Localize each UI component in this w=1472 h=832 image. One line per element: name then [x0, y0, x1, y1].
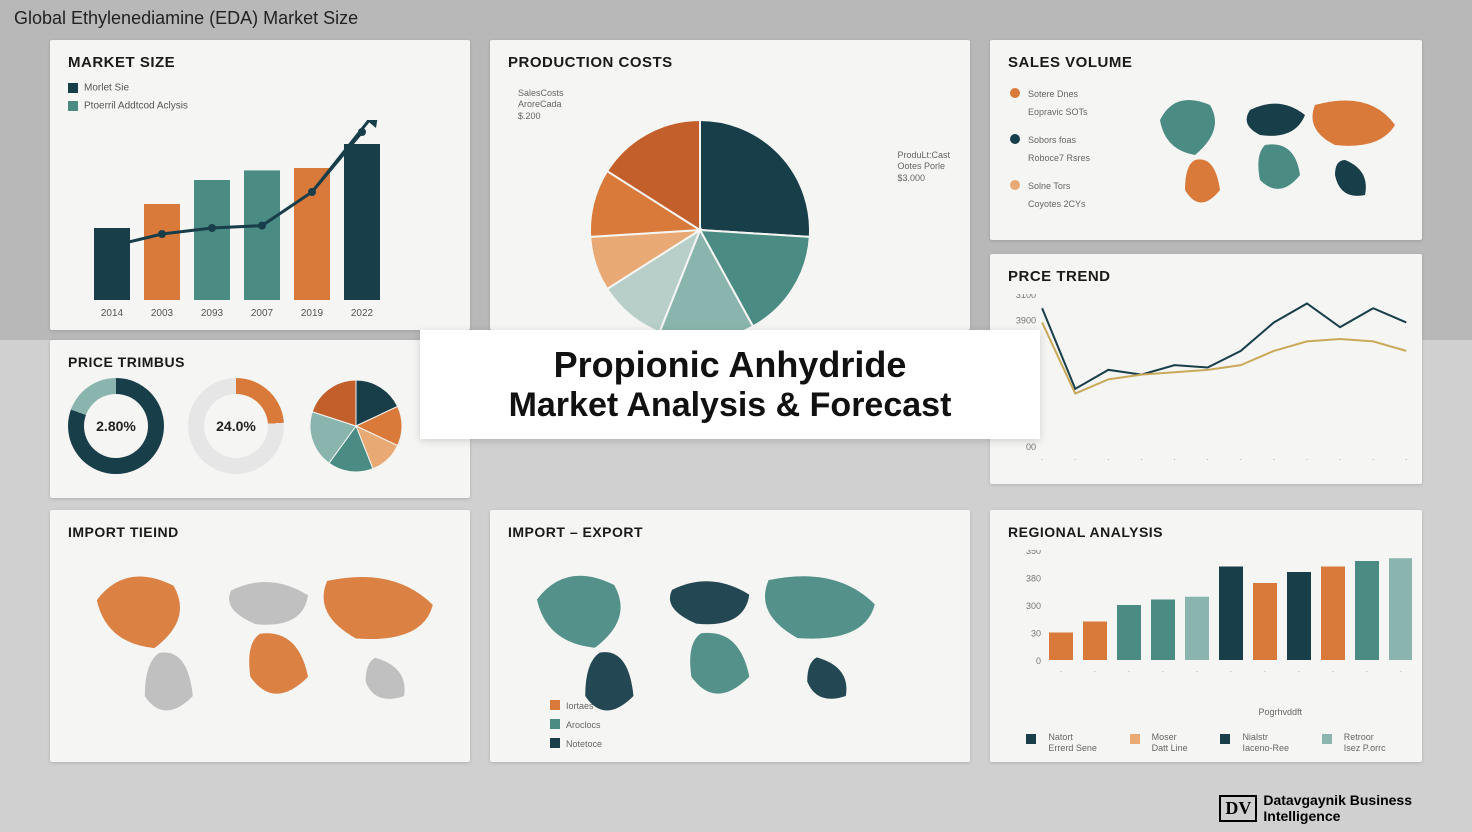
production-costs-right-note: ProduLt:Cast Ootes Porle $3.000: [897, 150, 950, 184]
legend-label: Ptoerril Addtcod Aclysis: [84, 100, 188, 111]
svg-text:2014: 2014: [101, 308, 124, 319]
logo-mark: DV: [1219, 795, 1257, 822]
import-trend-title: IMPORT TIEIND: [68, 524, 452, 540]
regional-analysis-card: REGIONAL ANALYSIS 350380300300··········…: [990, 510, 1422, 762]
svg-text:300: 300: [1026, 601, 1041, 611]
legend-label: Iortaes: [566, 701, 594, 711]
overlay-line1: Propionic Anhydride: [460, 344, 1000, 386]
regional-analysis-legend: NatortErrerd SeneMoserDatt LineNialstrIa…: [1010, 732, 1402, 755]
svg-text:·: ·: [1306, 455, 1309, 464]
logo-text-l1: Datavgaynik Business: [1263, 792, 1412, 808]
import-export-legend: Iortaes Aroclocs Notetoce: [550, 696, 602, 752]
legend-l1: Sotere Dnes: [1028, 89, 1078, 99]
sales-volume-title: SALES VOLUME: [1008, 54, 1404, 71]
price-trimbos-title: PRICE TRIMBUS: [68, 354, 452, 370]
svg-text:·: ·: [1107, 455, 1110, 464]
legend-l1: Sobors foas: [1028, 135, 1076, 145]
production-costs-title: PRODUCTION COSTS: [508, 54, 952, 71]
regional-analysis-title: REGIONAL ANALYSIS: [1008, 524, 1404, 540]
legend-l2: Eopravic SOTs: [1028, 107, 1088, 117]
market-size-title: MARKET SIZE: [68, 54, 452, 71]
svg-text:·: ·: [1196, 667, 1199, 676]
sales-volume-card: SALES VOLUME Sotere Dnes Eopravic SOTs So…: [990, 40, 1422, 240]
svg-text:2003: 2003: [151, 308, 174, 319]
production-costs-pie: [580, 110, 820, 350]
sales-volume-legend: Sotere Dnes Eopravic SOTs Sobors foas Robo…: [1010, 84, 1090, 212]
svg-text:·: ·: [1339, 455, 1342, 464]
market-size-card: MARKET SIZE Morlet Sie Ptoerril Addtcod …: [50, 40, 470, 330]
svg-text:·: ·: [1074, 455, 1077, 464]
regional-analysis-footer-label: Pogrhvddft: [1258, 707, 1302, 718]
page-title: Global Ethylenediamine (EDA) Market Size: [14, 8, 358, 29]
svg-text:2093: 2093: [201, 308, 224, 319]
legend-l1: Solne Tors: [1028, 181, 1070, 191]
import-export-card: IMPORT – EXPORT Iortaes Aroclocs Notetoc…: [490, 510, 970, 762]
overlay-line2: Market Analysis & Forecast: [460, 386, 1000, 425]
svg-text:·: ·: [1239, 455, 1242, 464]
import-export-title: IMPORT – EXPORT: [508, 524, 952, 540]
svg-text:2022: 2022: [351, 308, 374, 319]
market-size-legend: Morlet Sie Ptoerril Addtcod Aclysis: [68, 79, 452, 115]
svg-text:·: ·: [1372, 455, 1375, 464]
svg-text:·: ·: [1206, 455, 1209, 464]
svg-text:·: ·: [1140, 455, 1143, 464]
svg-text:380: 380: [1026, 574, 1041, 584]
svg-text:·: ·: [1173, 455, 1176, 464]
market-size-chart: 2014 2003 2093 2007 2019 2022: [64, 120, 456, 320]
svg-text:3100: 3100: [1016, 294, 1036, 300]
price-trimbos-card: PRICE TRIMBUS 2.80%24.0%: [50, 340, 470, 498]
svg-text:·: ·: [1128, 667, 1131, 676]
import-trend-card: IMPORT TIEIND: [50, 510, 470, 762]
svg-text:2007: 2007: [251, 308, 274, 319]
svg-text:·: ·: [1041, 455, 1044, 464]
svg-text:·: ·: [1273, 455, 1276, 464]
svg-text:·: ·: [1264, 667, 1267, 676]
legend-l2: Coyotes 2CYs: [1028, 199, 1086, 209]
svg-text:·: ·: [1400, 667, 1403, 676]
svg-text:2019: 2019: [301, 308, 324, 319]
logo-text: Datavgaynik Business Intelligence: [1263, 793, 1412, 824]
center-overlay: Propionic Anhydride Market Analysis & Fo…: [420, 330, 1040, 439]
svg-text:·: ·: [1332, 667, 1335, 676]
production-costs-card: PRODUCTION COSTS SalesCosts AroreCada $.…: [490, 40, 970, 330]
sales-volume-map: [1140, 70, 1410, 230]
svg-text:·: ·: [1405, 455, 1408, 464]
svg-text:·: ·: [1060, 667, 1063, 676]
svg-text:3900: 3900: [1016, 315, 1036, 325]
svg-text:·: ·: [1094, 667, 1097, 676]
import-trend-map: [68, 548, 452, 753]
price-trend-card: PRCE TREND 3100390035.60290036962000····…: [990, 254, 1422, 484]
svg-text:0: 0: [1036, 656, 1041, 666]
logo-text-l2: Intelligence: [1263, 808, 1340, 824]
production-costs-left-note: SalesCosts AroreCada $.200: [518, 88, 564, 122]
svg-text:·: ·: [1162, 667, 1165, 676]
svg-text:·: ·: [1366, 667, 1369, 676]
legend-label: Morlet Sie: [84, 82, 129, 93]
price-trend-chart: 3100390035.60290036962000············: [1004, 294, 1408, 470]
svg-text:·: ·: [1298, 667, 1301, 676]
footer-logo: DV Datavgaynik Business Intelligence: [1219, 793, 1412, 824]
price-trend-title: PRCE TREND: [1008, 268, 1404, 285]
svg-text:30: 30: [1031, 629, 1041, 639]
svg-text:·: ·: [1230, 667, 1233, 676]
legend-label: Aroclocs: [566, 720, 601, 730]
regional-analysis-chart: 350380300300···········: [1000, 550, 1412, 690]
legend-label: Notetoce: [566, 739, 602, 749]
legend-l2: Roboce7 Rsres: [1028, 153, 1090, 163]
svg-text:00: 00: [1026, 442, 1036, 452]
svg-text:350: 350: [1026, 550, 1041, 556]
price-trimbos-charts: 2.80%24.0%: [68, 378, 452, 474]
